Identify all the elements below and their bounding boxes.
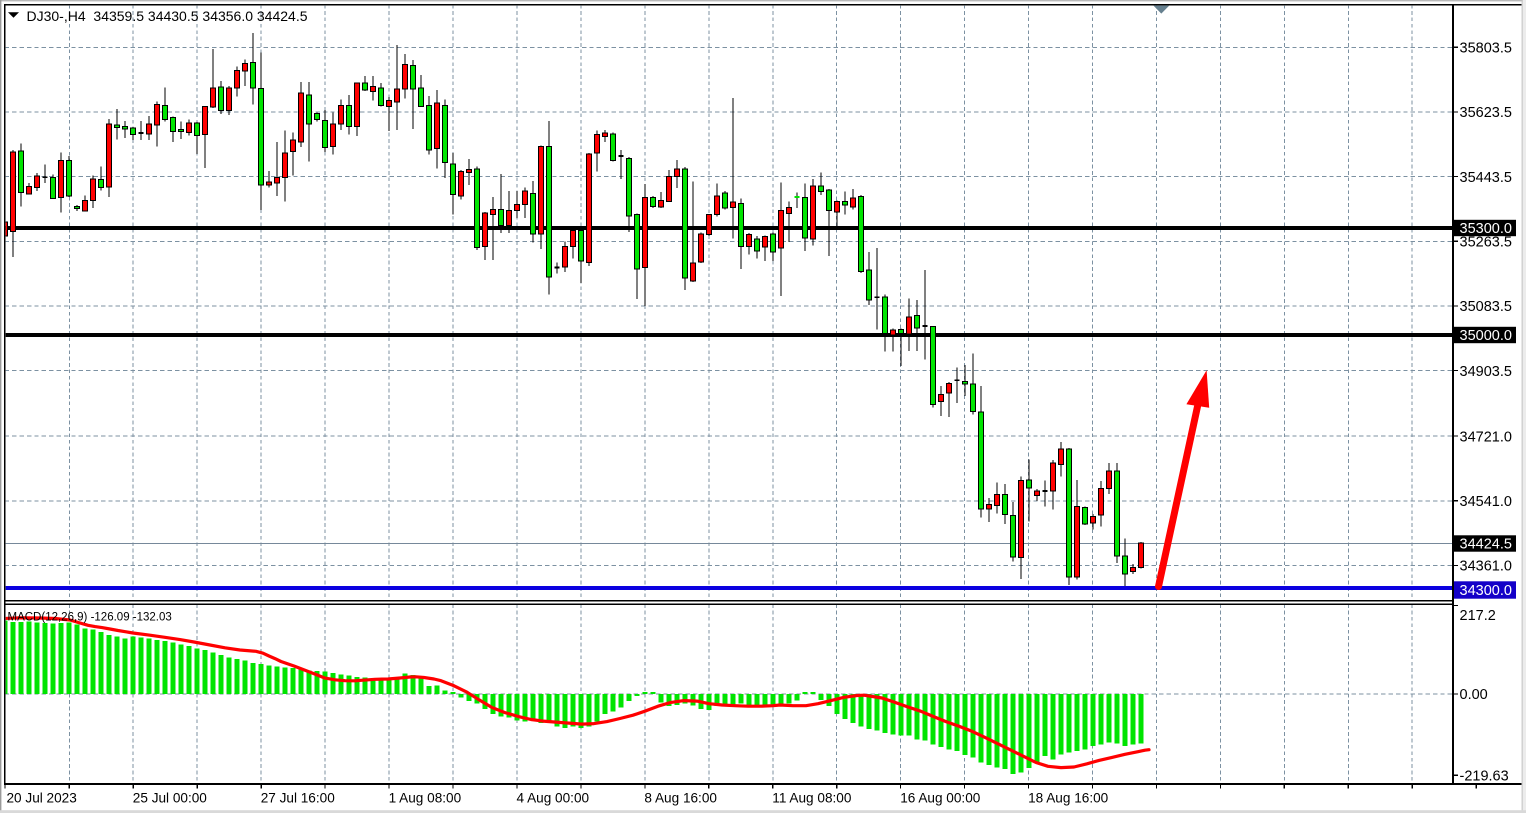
svg-text:34361.0: 34361.0 <box>1460 559 1512 575</box>
svg-text:217.2: 217.2 <box>1460 608 1496 624</box>
svg-text:35083.5: 35083.5 <box>1460 299 1512 315</box>
svg-text:1 Aug 08:00: 1 Aug 08:00 <box>389 791 462 806</box>
svg-text:34541.0: 34541.0 <box>1460 494 1512 510</box>
svg-text:0.00: 0.00 <box>1460 687 1488 703</box>
svg-text:20 Jul 2023: 20 Jul 2023 <box>7 791 77 806</box>
svg-text:DJ30-,H4 34359.5 34430.5 3435: DJ30-,H4 34359.5 34430.5 34356.0 34424.5 <box>27 8 308 24</box>
svg-text:35443.5: 35443.5 <box>1460 170 1512 186</box>
svg-text:35263.5: 35263.5 <box>1460 235 1512 251</box>
svg-text:35623.5: 35623.5 <box>1460 105 1512 121</box>
svg-text:25 Jul 00:00: 25 Jul 00:00 <box>133 791 208 806</box>
svg-text:34721.0: 34721.0 <box>1460 429 1512 445</box>
svg-text:34300.0: 34300.0 <box>1460 583 1512 599</box>
svg-text:35000.0: 35000.0 <box>1460 328 1512 344</box>
svg-text:16 Aug 00:00: 16 Aug 00:00 <box>900 791 981 806</box>
svg-text:34903.5: 34903.5 <box>1460 364 1512 380</box>
svg-text:11 Aug 08:00: 11 Aug 08:00 <box>772 791 852 806</box>
svg-text:8 Aug 16:00: 8 Aug 16:00 <box>644 791 717 806</box>
svg-text:18 Aug 16:00: 18 Aug 16:00 <box>1028 791 1109 806</box>
svg-text:34424.5: 34424.5 <box>1460 537 1512 553</box>
svg-text:MACD(12,26,9) -126.09 -132.03: MACD(12,26,9) -126.09 -132.03 <box>8 611 172 623</box>
svg-text:35803.5: 35803.5 <box>1460 41 1512 57</box>
svg-text:27 Jul 16:00: 27 Jul 16:00 <box>261 791 336 806</box>
svg-text:4 Aug 00:00: 4 Aug 00:00 <box>517 791 590 806</box>
svg-text:-219.63: -219.63 <box>1460 768 1509 784</box>
svg-text:35300.0: 35300.0 <box>1460 221 1512 237</box>
